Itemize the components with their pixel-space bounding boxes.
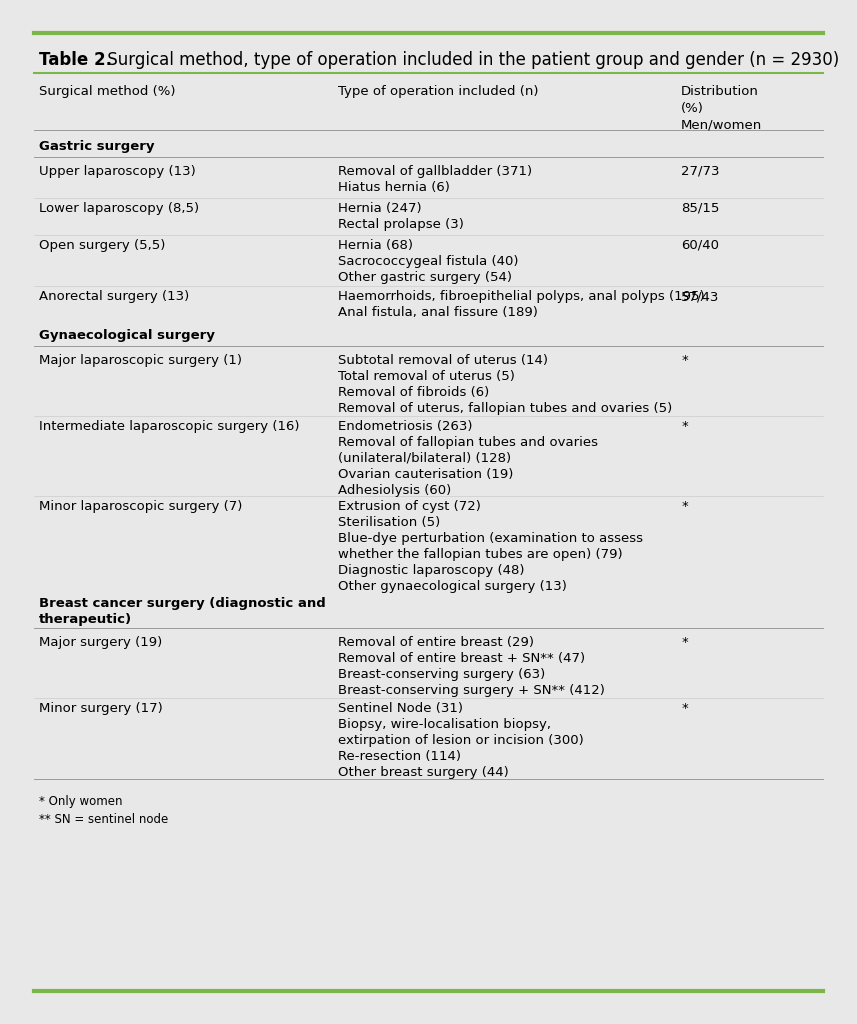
Text: *: * bbox=[681, 500, 688, 513]
Text: Endometriosis (263)
Removal of fallopian tubes and ovaries
(unilateral/bilateral: Endometriosis (263) Removal of fallopian… bbox=[338, 420, 597, 497]
Text: *: * bbox=[681, 702, 688, 715]
Text: Intermediate laparoscopic surgery (16): Intermediate laparoscopic surgery (16) bbox=[39, 420, 299, 433]
Text: Upper laparoscopy (13): Upper laparoscopy (13) bbox=[39, 165, 195, 178]
Text: ** SN = sentinel node: ** SN = sentinel node bbox=[39, 813, 168, 825]
Text: *: * bbox=[681, 420, 688, 433]
Text: Removal of gallbladder (371)
Hiatus hernia (6): Removal of gallbladder (371) Hiatus hern… bbox=[338, 165, 532, 194]
Text: Gastric surgery: Gastric surgery bbox=[39, 140, 154, 154]
Text: Hernia (247)
Rectal prolapse (3): Hernia (247) Rectal prolapse (3) bbox=[338, 202, 464, 230]
Text: Minor laparoscopic surgery (7): Minor laparoscopic surgery (7) bbox=[39, 500, 242, 513]
Text: 57/43: 57/43 bbox=[681, 290, 720, 303]
Text: Gynaecological surgery: Gynaecological surgery bbox=[39, 330, 214, 342]
Text: Haemorrhoids, fibroepithelial polyps, anal polyps (195)
Anal fistula, anal fissu: Haemorrhoids, fibroepithelial polyps, an… bbox=[338, 290, 704, 319]
Text: Subtotal removal of uterus (14)
Total removal of uterus (5)
Removal of fibroids : Subtotal removal of uterus (14) Total re… bbox=[338, 353, 672, 415]
Text: Sentinel Node (31)
Biopsy, wire-localisation biopsy,
extirpation of lesion or in: Sentinel Node (31) Biopsy, wire-localisa… bbox=[338, 702, 584, 779]
Text: 27/73: 27/73 bbox=[681, 165, 720, 178]
Text: Major laparoscopic surgery (1): Major laparoscopic surgery (1) bbox=[39, 353, 242, 367]
Text: Open surgery (5,5): Open surgery (5,5) bbox=[39, 239, 165, 252]
Text: Minor surgery (17): Minor surgery (17) bbox=[39, 702, 163, 715]
Text: Extrusion of cyst (72)
Sterilisation (5)
Blue-dye perturbation (examination to a: Extrusion of cyst (72) Sterilisation (5)… bbox=[338, 500, 643, 593]
Text: Anorectal surgery (13): Anorectal surgery (13) bbox=[39, 290, 189, 303]
Text: Distribution
(%)
Men/women: Distribution (%) Men/women bbox=[681, 85, 763, 132]
Text: Removal of entire breast (29)
Removal of entire breast + SN** (47)
Breast-conser: Removal of entire breast (29) Removal of… bbox=[338, 636, 604, 697]
Text: Surgical method, type of operation included in the patient group and gender (n =: Surgical method, type of operation inclu… bbox=[102, 51, 839, 69]
Text: * Only women: * Only women bbox=[39, 795, 123, 808]
Text: Lower laparoscopy (8,5): Lower laparoscopy (8,5) bbox=[39, 202, 199, 215]
Text: Surgical method (%): Surgical method (%) bbox=[39, 85, 175, 97]
Text: Hernia (68)
Sacrococcygeal fistula (40)
Other gastric surgery (54): Hernia (68) Sacrococcygeal fistula (40) … bbox=[338, 239, 518, 284]
Text: 85/15: 85/15 bbox=[681, 202, 720, 215]
Text: *: * bbox=[681, 636, 688, 649]
Text: *: * bbox=[681, 353, 688, 367]
Text: Type of operation included (n): Type of operation included (n) bbox=[338, 85, 538, 97]
Text: Major surgery (19): Major surgery (19) bbox=[39, 636, 162, 649]
Text: Table 2.: Table 2. bbox=[39, 51, 111, 69]
Text: Breast cancer surgery (diagnostic and
therapeutic): Breast cancer surgery (diagnostic and th… bbox=[39, 597, 326, 627]
Text: 60/40: 60/40 bbox=[681, 239, 719, 252]
